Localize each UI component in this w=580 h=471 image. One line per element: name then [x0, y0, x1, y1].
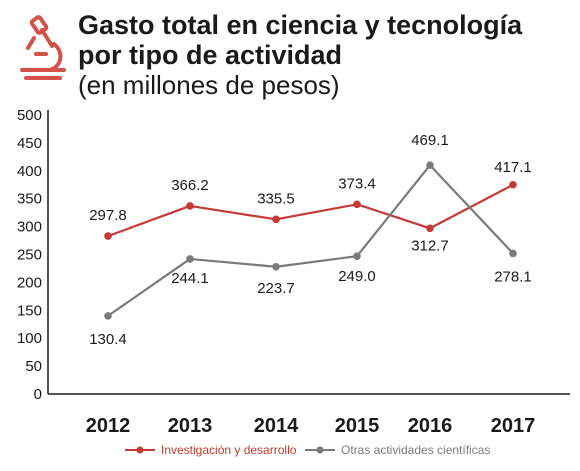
y-tick-label: 0	[34, 386, 42, 403]
chart-title-line-2: por tipo de actividad	[78, 40, 343, 70]
series-line	[107, 183, 514, 238]
y-tick-label: 400	[17, 163, 42, 180]
data-label: 130.4	[89, 331, 127, 348]
data-label: 223.7	[257, 280, 295, 297]
data-point	[353, 200, 361, 209]
data-point	[426, 161, 434, 170]
series-line	[107, 164, 514, 317]
data-point	[186, 202, 194, 210]
data-point	[353, 252, 361, 260]
y-tick-label: 100	[17, 330, 42, 347]
data-label: 249.0	[338, 268, 376, 285]
legend-label: Otras actividades científicas	[341, 443, 490, 457]
x-tick-label: 2012	[86, 415, 131, 437]
x-tick-label: 2015	[335, 415, 380, 437]
microscope-icon	[20, 15, 66, 80]
data-label: 297.8	[89, 207, 127, 224]
data-label: 373.4	[338, 175, 376, 192]
data-point	[104, 232, 112, 240]
data-point	[104, 312, 112, 320]
data-label: 366.2	[171, 177, 209, 194]
chart-subtitle: (en millones de pesos)	[78, 70, 340, 100]
y-tick-label: 150	[17, 302, 42, 319]
data-point	[272, 215, 280, 224]
y-tick-label: 50	[25, 358, 42, 375]
legend-label: Investigación y desarrollo	[161, 443, 297, 457]
x-tick-label: 2014	[254, 415, 299, 437]
chart-title-line-1: Gasto total en ciencia y tecnología	[78, 10, 523, 40]
data-label: 278.1	[494, 268, 532, 285]
y-tick-label: 450	[17, 135, 42, 152]
y-tick-label: 300	[17, 219, 42, 236]
x-tick-label: 2013	[168, 415, 213, 437]
y-tick-label: 500	[17, 107, 42, 124]
y-tick-label: 350	[17, 191, 42, 208]
data-point	[509, 180, 517, 189]
data-label: 417.1	[494, 159, 532, 176]
data-point	[186, 255, 194, 263]
data-point	[426, 224, 434, 233]
legend-swatch-marker	[136, 446, 144, 454]
data-label: 244.1	[171, 270, 209, 287]
y-tick-label: 200	[17, 274, 42, 291]
data-label: 469.1	[411, 132, 449, 149]
x-tick-label: 2016	[408, 415, 453, 437]
x-tick-label: 2017	[491, 415, 536, 437]
data-label: 312.7	[411, 237, 449, 254]
y-tick-label: 250	[17, 247, 42, 264]
data-point	[272, 262, 280, 271]
data-label: 335.5	[257, 190, 295, 207]
legend-swatch-marker	[316, 446, 324, 454]
data-point	[509, 249, 517, 258]
